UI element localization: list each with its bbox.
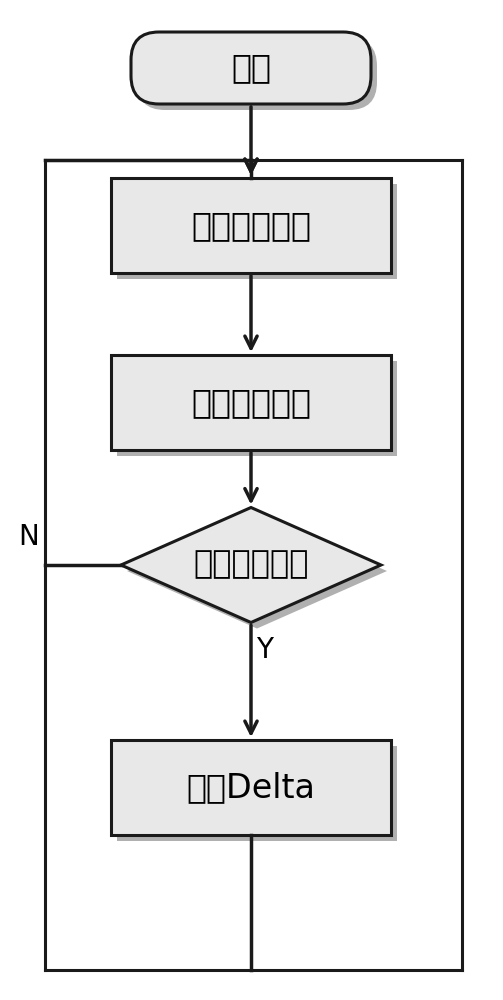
Polygon shape <box>127 514 387 629</box>
Text: 调整Delta: 调整Delta <box>187 771 315 804</box>
Text: 解析频率信息: 解析频率信息 <box>191 386 311 419</box>
Text: 检测同步序列: 检测同步序列 <box>191 209 311 242</box>
Polygon shape <box>111 740 391 835</box>
Text: Y: Y <box>257 637 274 664</box>
Polygon shape <box>117 361 397 456</box>
Polygon shape <box>121 508 381 622</box>
Polygon shape <box>117 746 397 841</box>
FancyBboxPatch shape <box>137 38 377 110</box>
FancyBboxPatch shape <box>131 32 371 104</box>
Text: 大于预设范围: 大于预设范围 <box>193 550 309 580</box>
Polygon shape <box>111 178 391 273</box>
Text: 开始: 开始 <box>231 51 271 85</box>
Polygon shape <box>111 355 391 450</box>
Text: N: N <box>18 523 39 551</box>
Polygon shape <box>117 184 397 279</box>
